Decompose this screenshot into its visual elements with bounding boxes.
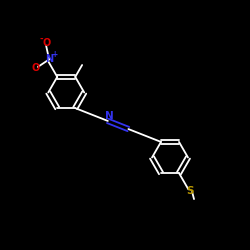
Text: N: N xyxy=(105,112,114,122)
Text: N: N xyxy=(45,54,53,64)
Text: -: - xyxy=(39,35,43,44)
Text: O: O xyxy=(42,38,50,48)
Text: S: S xyxy=(187,186,194,196)
Text: O: O xyxy=(32,63,40,73)
Text: +: + xyxy=(52,50,58,59)
